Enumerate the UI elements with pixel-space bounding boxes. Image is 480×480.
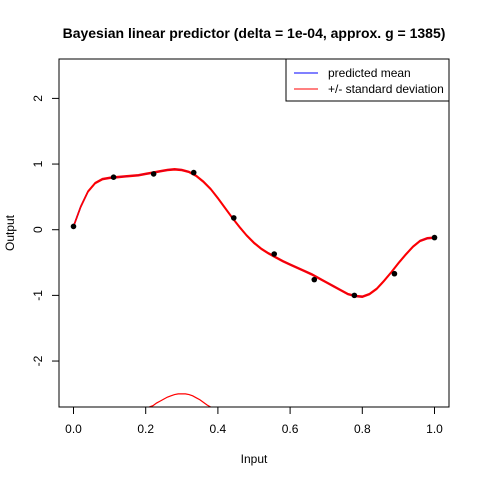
x-tick-label-1: 0.2 xyxy=(137,422,154,436)
legend: predicted mean +/- standard deviation xyxy=(285,58,450,102)
x-tick-label-5: 1.0 xyxy=(426,422,443,436)
x-tick-label-4: 0.8 xyxy=(354,422,371,436)
series-line-1 xyxy=(72,168,435,297)
chart-title: Bayesian linear predictor (delta = 1e-04… xyxy=(63,25,446,41)
data-point-2 xyxy=(150,171,157,177)
series-layer xyxy=(72,168,435,408)
y-tick-label-2: 0 xyxy=(31,226,45,233)
data-point-3 xyxy=(190,169,197,176)
x-tick-label-0: 0.0 xyxy=(65,422,82,436)
data-point-7 xyxy=(351,292,358,299)
legend-label-mean: predicted mean xyxy=(328,66,411,80)
data-point-5 xyxy=(271,251,278,257)
legend-label-std: +/- standard deviation xyxy=(328,82,444,96)
y-tick-label-1: -1 xyxy=(31,290,45,301)
data-point-0 xyxy=(70,223,77,230)
data-point-1 xyxy=(110,174,117,180)
series-line-3 xyxy=(149,393,211,408)
series-line-2 xyxy=(72,169,435,298)
legend-box xyxy=(285,58,450,102)
y-axis-label: Output xyxy=(3,214,17,251)
x-axis: 0.0 0.2 0.4 0.6 0.8 1.0 xyxy=(65,406,443,436)
data-point-4 xyxy=(230,215,237,221)
x-tick-label-2: 0.4 xyxy=(210,422,227,436)
x-axis-label: Input xyxy=(241,452,268,466)
points-layer xyxy=(70,169,438,299)
x-tick-label-3: 0.6 xyxy=(282,422,299,436)
data-point-6 xyxy=(311,276,318,283)
data-point-8 xyxy=(391,270,398,277)
y-axis: -2 -1 0 1 2 xyxy=(31,95,60,366)
y-tick-label-3: 1 xyxy=(31,160,45,167)
y-tick-label-0: -2 xyxy=(31,355,45,366)
data-point-9 xyxy=(431,234,438,241)
y-tick-label-4: 2 xyxy=(31,95,45,102)
